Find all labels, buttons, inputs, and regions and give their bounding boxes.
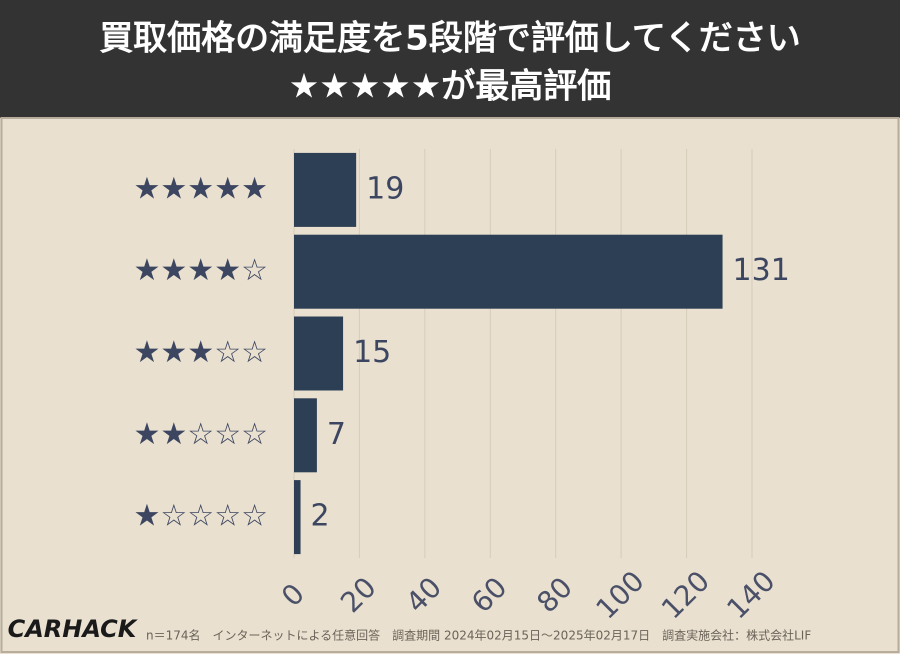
value-label: 2 xyxy=(311,499,330,534)
y-tick-label: ★★★★☆ xyxy=(134,253,268,288)
value-label: 19 xyxy=(366,171,404,206)
chart-title: 買取価格の満足度を5段階で評価してください xyxy=(99,19,801,59)
header-band xyxy=(0,0,900,118)
bar xyxy=(294,316,344,391)
value-label: 15 xyxy=(353,335,391,370)
footer-note: n＝174名 インターネットによる任意回答 調査期間 2024年02月15日～2… xyxy=(146,628,811,643)
bar xyxy=(294,234,723,309)
y-tick-label: ★★★☆☆ xyxy=(134,335,268,370)
y-tick-label: ★★★★★ xyxy=(134,171,268,206)
panel-border xyxy=(0,117,900,653)
value-label: 7 xyxy=(327,417,346,452)
bar xyxy=(294,152,357,227)
bar xyxy=(294,480,301,555)
y-tick-label: ★☆☆☆☆ xyxy=(134,499,268,534)
value-label: 131 xyxy=(733,253,790,288)
y-tick-label: ★★☆☆☆ xyxy=(134,417,268,452)
logo: CARHACK xyxy=(8,615,139,643)
chart-title: ★★★★★が最高評価 xyxy=(289,67,611,107)
bar xyxy=(294,398,317,473)
